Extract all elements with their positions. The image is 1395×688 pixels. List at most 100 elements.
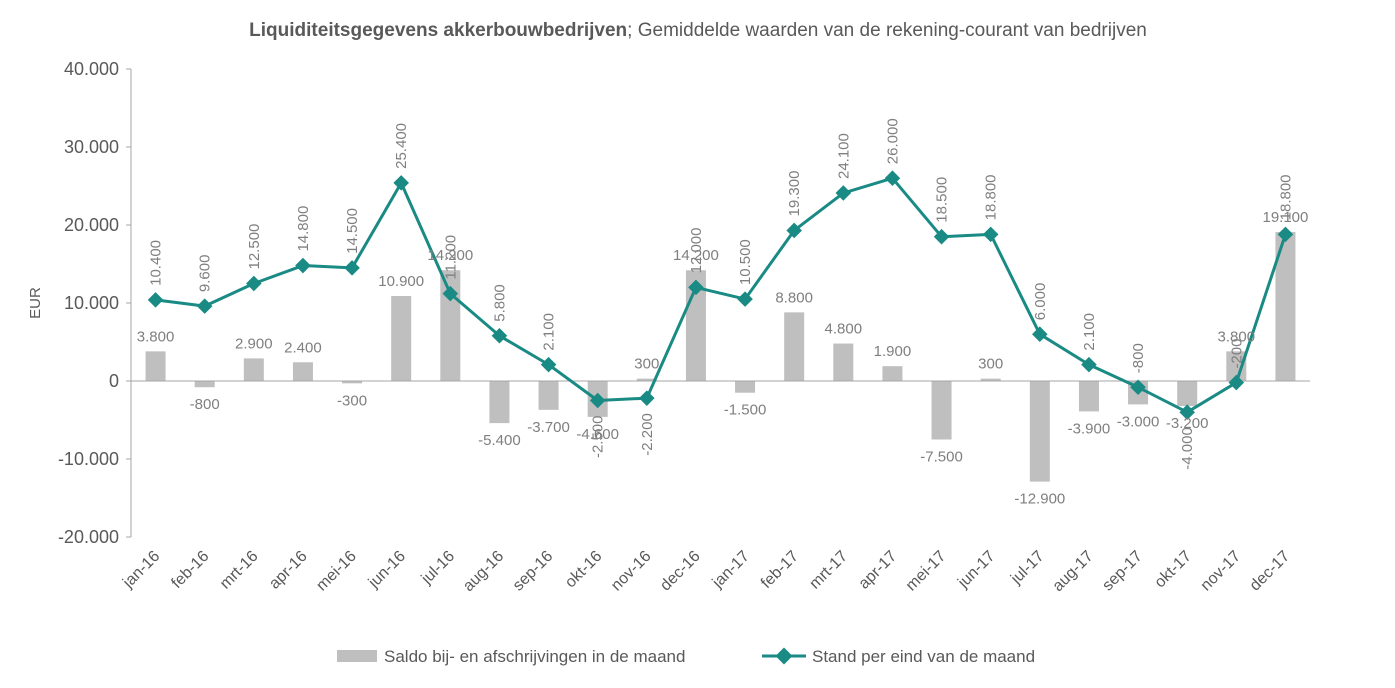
bar bbox=[1029, 381, 1050, 482]
line-value-label: -2.200 bbox=[639, 413, 656, 456]
y-tick-label: -20.000 bbox=[58, 527, 119, 547]
bar bbox=[342, 381, 363, 384]
line-marker bbox=[1277, 226, 1294, 243]
line-marker bbox=[1228, 374, 1245, 391]
x-tick-label: jun-16 bbox=[365, 548, 409, 592]
x-tick-label: nov-16 bbox=[608, 548, 655, 595]
bar-value-label: 1.900 bbox=[874, 343, 912, 360]
line-marker bbox=[393, 175, 409, 191]
bar-value-label: -300 bbox=[337, 392, 367, 409]
line-value-label: -4.000 bbox=[1179, 427, 1196, 470]
y-axis-label: EUR bbox=[27, 287, 44, 319]
x-tick-label: mrt-16 bbox=[217, 548, 262, 593]
bar-value-label: 300 bbox=[634, 356, 659, 373]
line-value-label: 10.400 bbox=[148, 240, 165, 286]
line-value-label: 6.000 bbox=[1032, 283, 1049, 321]
x-tick-label: aug-17 bbox=[1050, 548, 1097, 595]
line-value-label: 26.000 bbox=[884, 118, 901, 164]
x-tick-label: mrt-17 bbox=[806, 548, 851, 593]
bar-series bbox=[145, 232, 1296, 482]
line-value-label: 19.300 bbox=[786, 171, 803, 217]
line-value-label: 2.100 bbox=[1081, 313, 1098, 351]
x-tick-label: apr-17 bbox=[856, 548, 901, 593]
line-marker bbox=[246, 275, 262, 292]
line-marker bbox=[1081, 356, 1097, 373]
bar bbox=[391, 295, 412, 381]
bar bbox=[194, 381, 215, 388]
bar-value-label: 3.800 bbox=[137, 328, 175, 345]
y-tick-label: 20.000 bbox=[64, 215, 119, 235]
bar-value-label: 14.200 bbox=[427, 247, 473, 264]
bar bbox=[489, 381, 510, 424]
bar-value-label: 8.800 bbox=[775, 289, 813, 306]
x-tick-label: apr-16 bbox=[266, 548, 311, 593]
bar-value-label: -800 bbox=[190, 396, 220, 413]
chart-title-bold: Liquiditeitsgegevens akkerbouwbedrijven bbox=[249, 20, 627, 41]
bar bbox=[980, 378, 1001, 381]
line-marker bbox=[1130, 379, 1146, 396]
line-marker bbox=[196, 298, 213, 314]
bar-value-label: -12.900 bbox=[1014, 491, 1065, 508]
bar bbox=[833, 343, 854, 381]
axes: 40.00030.00020.00010.0000-10.000-20.000j… bbox=[58, 59, 1310, 595]
line-marker bbox=[884, 170, 901, 186]
x-tick-label: mei-16 bbox=[313, 548, 360, 595]
x-tick-label: dec-16 bbox=[657, 548, 704, 595]
bar bbox=[882, 366, 903, 381]
line-value-label: -2.500 bbox=[590, 416, 607, 459]
x-tick-label: okt-17 bbox=[1152, 548, 1196, 592]
bar bbox=[931, 381, 952, 440]
y-tick-label: 40.000 bbox=[64, 59, 119, 79]
bar bbox=[1078, 381, 1099, 412]
bar-value-label: -1.500 bbox=[724, 402, 767, 419]
line-value-label: 14.800 bbox=[295, 206, 312, 252]
bar bbox=[243, 358, 264, 381]
bar-value-label: -3.700 bbox=[527, 419, 570, 436]
bar-value-label: 19.100 bbox=[1262, 209, 1308, 226]
bar bbox=[1177, 381, 1198, 406]
x-tick-label: sep-16 bbox=[510, 548, 557, 595]
line-value-label: 10.500 bbox=[737, 239, 754, 285]
x-tick-label: jun-17 bbox=[954, 548, 998, 592]
line-series bbox=[147, 170, 1294, 420]
line-value-label: 12.000 bbox=[688, 228, 705, 274]
x-tick-label: jul-17 bbox=[1007, 548, 1047, 588]
line-value-label: 18.500 bbox=[934, 177, 951, 223]
bar bbox=[735, 381, 756, 393]
chart-title-rest: ; Gemiddelde waarden van de rekening-cou… bbox=[627, 20, 1147, 41]
bar-value-label: -7.500 bbox=[920, 449, 963, 466]
legend-bar-label: Saldo bij- en afschrijvingen in de maand bbox=[384, 647, 685, 666]
bar bbox=[145, 351, 166, 381]
x-tick-label: dec-17 bbox=[1247, 548, 1294, 595]
line-marker bbox=[147, 292, 164, 308]
bar bbox=[292, 362, 313, 381]
line-value-label: 18.800 bbox=[1277, 174, 1294, 220]
line-value-label: 25.400 bbox=[393, 123, 410, 169]
line-marker bbox=[295, 257, 311, 274]
x-tick-label: okt-16 bbox=[562, 548, 606, 592]
y-tick-label: 0 bbox=[109, 371, 119, 391]
line-value-label: 24.100 bbox=[835, 133, 852, 179]
line-value-label: 14.500 bbox=[344, 208, 361, 254]
bar-value-label: -3.000 bbox=[1117, 413, 1160, 430]
line-marker bbox=[344, 260, 360, 276]
bar-value-label: 2.400 bbox=[284, 339, 322, 356]
line-marker bbox=[982, 226, 999, 243]
bar-value-label: 10.900 bbox=[378, 273, 424, 290]
line-marker bbox=[1032, 326, 1048, 342]
line-value-label: -200 bbox=[1228, 339, 1245, 369]
x-tick-label: nov-17 bbox=[1198, 548, 1245, 595]
line-value-label: 9.600 bbox=[197, 255, 214, 293]
bar-value-label: -3.200 bbox=[1166, 415, 1209, 432]
line-value-label: 11.200 bbox=[442, 235, 459, 280]
line-value-label: -800 bbox=[1130, 343, 1147, 373]
line-path bbox=[155, 176, 1287, 414]
chart-title: Liquiditeitsgegevens akkerbouwbedrijven;… bbox=[249, 20, 1147, 41]
line-value-label: 5.800 bbox=[491, 284, 508, 322]
y-tick-label: 30.000 bbox=[64, 137, 119, 157]
y-tick-label: -10.000 bbox=[58, 449, 119, 469]
bar bbox=[636, 378, 657, 381]
bar bbox=[1226, 351, 1247, 381]
line-value-label: 2.100 bbox=[541, 313, 558, 351]
